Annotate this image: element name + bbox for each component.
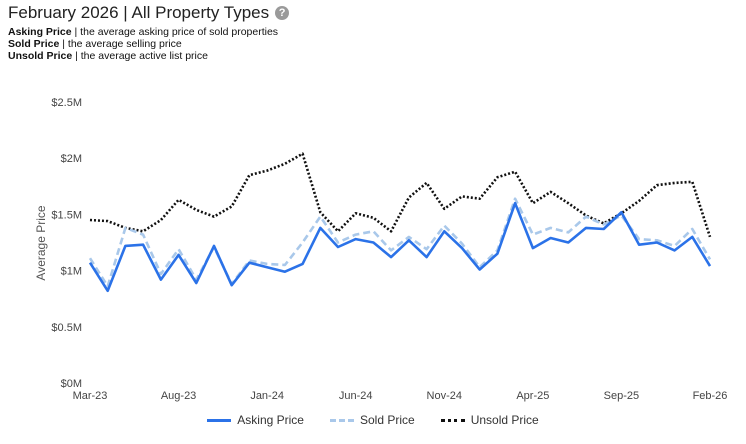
definition-asking: Asking Price | the average asking price … — [8, 26, 278, 38]
legend-item-unsold[interactable]: Unsold Price — [440, 413, 539, 427]
definition-desc: | the average active list price — [72, 50, 208, 62]
x-tick-label: Sep-25 — [604, 390, 639, 402]
x-tick-label: Mar-23 — [73, 390, 108, 402]
y-tick-label: $0M — [61, 378, 82, 390]
legend: Asking Price Sold Price Unsold Price — [0, 413, 746, 427]
title-row: February 2026 | All Property Types ? — [8, 3, 290, 23]
question-circle-icon[interactable]: ? — [275, 6, 290, 20]
x-tick-label: Apr-25 — [516, 390, 549, 402]
legend-item-sold[interactable]: Sold Price — [329, 413, 415, 427]
definition-term: Asking Price — [8, 26, 72, 38]
x-tick-label: Jan-24 — [250, 390, 284, 402]
definition-desc: | the average asking price of sold prope… — [71, 26, 279, 38]
series-line-unsold-price — [89, 152, 712, 238]
legend-label: Sold Price — [359, 413, 415, 427]
y-tick-label: $1.5M — [51, 209, 82, 221]
x-tick-label: Jun-24 — [339, 390, 373, 402]
y-tick-label: $1M — [61, 266, 82, 278]
y-axis-label: Average Price — [34, 205, 48, 280]
y-tick-label: $2M — [61, 153, 82, 165]
series-line-asking-price — [88, 201, 712, 293]
y-axis-ticks: $0M $0.5M $1M $1.5M $2M $2.5M — [51, 97, 82, 390]
legend-label: Asking Price — [237, 413, 304, 427]
series-line-sold-price — [88, 197, 712, 288]
definition-unsold: Unsold Price | the average active list p… — [8, 50, 278, 62]
legend-item-asking[interactable]: Asking Price — [207, 413, 304, 427]
series-lines — [88, 152, 712, 293]
definition-term: Sold Price — [8, 38, 60, 50]
definition-term: Unsold Price — [8, 50, 73, 62]
legend-swatch — [329, 418, 354, 422]
definitions: Asking Price | the average asking price … — [8, 26, 278, 62]
x-tick-label: Aug-23 — [161, 390, 196, 402]
x-tick-label: Nov-24 — [427, 390, 462, 402]
line-chart: $0M $0.5M $1M $1.5M $2M $2.5M Mar-23 Aug-23 Jan… — [34, 97, 728, 402]
definition-desc: | the average selling price — [59, 38, 182, 50]
legend-swatch — [207, 418, 232, 422]
legend-swatch — [440, 418, 465, 422]
chart-title: February 2026 | All Property Types — [8, 3, 270, 22]
y-tick-label: $2.5M — [51, 97, 82, 109]
definition-sold: Sold Price | the average selling price — [8, 38, 278, 50]
x-axis-ticks: Mar-23 Aug-23 Jan-24 Jun-24 Nov-24 Apr-25 Sep-… — [73, 390, 728, 402]
legend-label: Unsold Price — [470, 413, 539, 427]
x-tick-label: Feb-26 — [693, 390, 728, 402]
y-tick-label: $0.5M — [51, 322, 82, 334]
